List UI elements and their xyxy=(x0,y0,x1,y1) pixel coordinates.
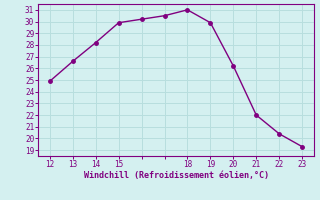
X-axis label: Windchill (Refroidissement éolien,°C): Windchill (Refroidissement éolien,°C) xyxy=(84,171,268,180)
